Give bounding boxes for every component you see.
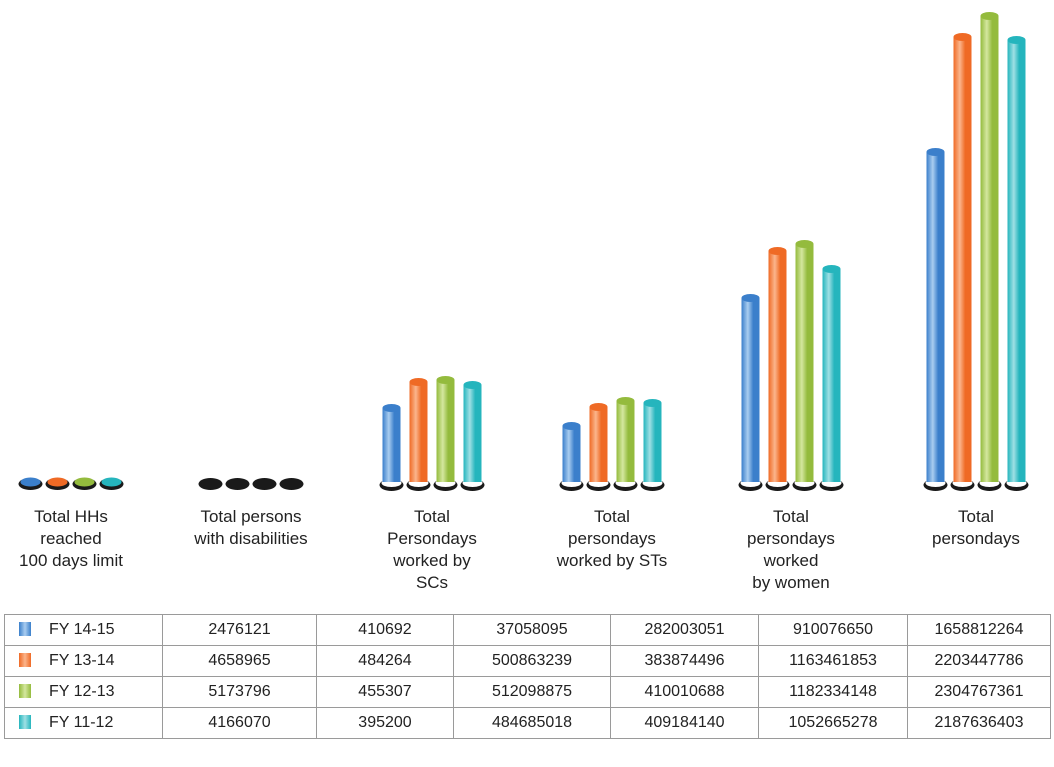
table-row: FY 14-15 2476121 410692 37058095 282003051 91… [4,614,1051,646]
bar-fy-12-13-5 [977,12,1002,491]
table-cell: 484264 [316,645,454,677]
category-label: Total persons with disabilities [194,507,308,548]
bar-fy-11-12-2 [460,381,485,491]
legend-swatch [19,622,31,636]
bar-fy-13-14-5 [950,33,975,491]
bar-fy-12-13-0 [72,477,97,490]
table-cell: 512098875 [453,676,611,708]
table-cell: 1052665278 [758,707,908,739]
bar-fy-13-14-3 [586,403,611,491]
table-cell: 1658812264 [907,614,1051,646]
series-name: FY 11-12 [49,714,114,731]
table-cell: 383874496 [610,645,759,677]
bar-fy-11-12-1 [279,478,304,490]
table-cell: 282003051 [610,614,759,646]
bar-fy-13-14-1 [225,478,250,490]
category-label: Total persondays worked by STs [556,507,668,570]
data-table: FY 14-15 2476121 410692 37058095 282003051 91… [4,614,1051,739]
table-cell: 2203447786 [907,645,1051,677]
bar-fy-11-12-4 [819,265,844,491]
bar-fy-13-14-4 [765,247,790,491]
category-label: Total persondays [932,507,1020,548]
table-cell: 5173796 [162,676,317,708]
series-name-cell: FY 12-13 [4,676,163,708]
series-name-cell: FY 11-12 [4,707,163,739]
table-cell: 500863239 [453,645,611,677]
legend-swatch [19,715,31,729]
table-cell: 2476121 [162,614,317,646]
bar-fy-14-15-4 [738,294,763,491]
bar-fy-14-15-1 [198,478,223,490]
bar-fy-14-15-0 [18,477,43,490]
table-cell: 4658965 [162,645,317,677]
bar-fy-14-15-3 [559,422,584,491]
series-name: FY 13-14 [49,652,115,669]
bar-fy-12-13-3 [613,397,638,491]
table-row: FY 12-13 5173796 455307 512098875 410010688 1… [4,676,1051,708]
bar-fy-13-14-0 [45,477,70,490]
bar-fy-12-13-2 [433,376,458,491]
series-name-cell: FY 14-15 [4,614,163,646]
bar-fy-11-12-3 [640,399,665,491]
series-name: FY 12-13 [49,683,115,700]
table-cell: 1163461853 [758,645,908,677]
series-name: FY 14-15 [49,621,115,638]
category-label: Total persondays worked by women [747,507,835,592]
table-cell: 910076650 [758,614,908,646]
bar-fy-12-13-4 [792,240,817,491]
table-row: FY 11-12 4166070 395200 484685018 409184140 1… [4,707,1051,739]
table-row: FY 13-14 4658965 484264 500863239 383874496 1… [4,645,1051,677]
bar-fy-12-13-1 [252,478,277,490]
bar-fy-11-12-0 [99,477,124,490]
table-cell: 395200 [316,707,454,739]
table-cell: 2187636403 [907,707,1051,739]
bar-fy-13-14-2 [406,378,431,491]
table-cell: 484685018 [453,707,611,739]
table-cell: 2304767361 [907,676,1051,708]
table-cell: 410010688 [610,676,759,708]
table-cell: 410692 [316,614,454,646]
bar-fy-14-15-2 [379,404,404,491]
series-name-cell: FY 13-14 [4,645,163,677]
table-cell: 37058095 [453,614,611,646]
table-cell: 1182334148 [758,676,908,708]
table-cell: 4166070 [162,707,317,739]
legend-swatch [19,653,31,667]
chart-canvas [18,12,1029,491]
bar-fy-14-15-5 [923,148,948,491]
table-cell: 409184140 [610,707,759,739]
bar-fy-11-12-5 [1004,36,1029,491]
table-cell: 455307 [316,676,454,708]
category-label: Total HHs reached 100 days limit [19,507,123,570]
category-label: Total Persondays worked by SCs [387,507,477,592]
bars-layer [18,12,1029,491]
legend-swatch [19,684,31,698]
